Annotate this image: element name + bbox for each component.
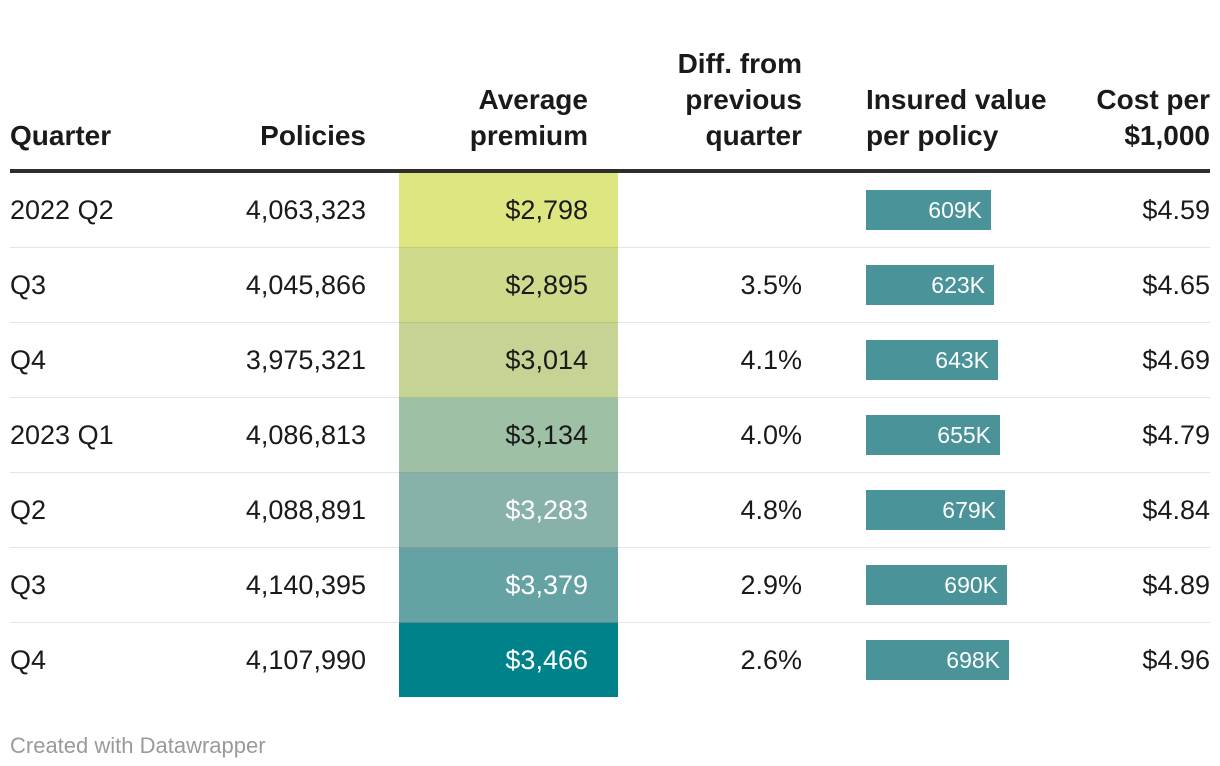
average-premium-heatmap-cell: $2,895	[399, 247, 618, 323]
insured-value-bar: 679K	[866, 490, 1005, 531]
cost-per-1000-cell: $4.79	[1050, 397, 1210, 473]
average-premium-heatmap-cell: $3,283	[399, 472, 618, 548]
table-row: Q3 4,140,395 $3,379 2.9% 690K $4.89	[10, 547, 1210, 623]
insured-value-bar-cell: 643K	[802, 322, 1050, 398]
column-header-quarter: Quarter	[10, 46, 160, 174]
policies-cell: 4,045,866	[160, 247, 399, 323]
diff-from-previous-quarter-cell: 3.5%	[618, 247, 802, 323]
diff-from-previous-quarter-cell	[618, 171, 802, 248]
diff-from-previous-quarter-cell: 4.1%	[618, 322, 802, 398]
insured-value-bar-cell: 655K	[802, 397, 1050, 473]
insured-value-bar: 655K	[866, 415, 1000, 456]
column-header-policies: Policies	[160, 46, 399, 174]
diff-from-previous-quarter-cell: 2.9%	[618, 547, 802, 623]
column-header-cost: Cost per $1,000	[1050, 46, 1210, 174]
table-row: Q2 4,088,891 $3,283 4.8% 679K $4.84	[10, 472, 1210, 548]
cost-per-1000-cell: $4.89	[1050, 547, 1210, 623]
average-premium-heatmap-cell: $3,014	[399, 322, 618, 398]
average-premium-heatmap-cell: $3,134	[399, 397, 618, 473]
table-header: Quarter Policies Average premium Diff. f…	[10, 46, 1210, 174]
table-row: Q4 3,975,321 $3,014 4.1% 643K $4.69	[10, 322, 1210, 398]
insured-value-bar-cell: 698K	[802, 622, 1050, 698]
insured-value-bar-cell: 609K	[802, 171, 1050, 248]
cost-per-1000-cell: $4.65	[1050, 247, 1210, 323]
diff-from-previous-quarter-cell: 2.6%	[618, 622, 802, 698]
insured-value-bar-cell: 690K	[802, 547, 1050, 623]
quarter-cell: Q4	[10, 622, 160, 698]
policies-cell: 4,063,323	[245, 194, 366, 225]
table-row: Q4 4,107,990 $3,466 2.6% 698K $4.96	[10, 622, 1210, 698]
table-row: 2023 Q1 4,086,813 $3,134 4.0% 655K $4.79	[10, 397, 1210, 473]
insured-value-bar: 623K	[866, 265, 994, 306]
average-premium-heatmap-cell: $2,798	[399, 171, 618, 248]
diff-from-previous-quarter-cell: 4.8%	[618, 472, 802, 548]
cost-per-1000-cell: $4.96	[1050, 622, 1210, 698]
insured-value-bar: 609K	[866, 190, 991, 231]
table-body: 2022 Q2 4,063,323 $2,798 609K $4.59 Q3 4,045,8…	[10, 171, 1210, 698]
policies-cell: 3,975,321	[160, 322, 399, 398]
data-table: Quarter Policies Average premium Diff. f…	[10, 46, 1210, 698]
policies-cell: 4,086,813	[160, 397, 399, 473]
column-header-diff: Diff. from previous quarter	[618, 46, 802, 174]
datawrapper-credit: Created with Datawrapper	[10, 733, 266, 759]
policies-cell: 4,140,395	[160, 547, 399, 623]
table-row: 2022 Q2 4,063,323 $2,798 609K $4.59	[10, 171, 1210, 248]
cost-per-1000-cell: $4.69	[1050, 322, 1210, 398]
cost-per-1000-cell: $4.84	[1050, 472, 1210, 548]
insured-value-bar-cell: 679K	[802, 472, 1050, 548]
cost-per-1000-cell: $4.59	[1142, 194, 1210, 225]
header-row: Quarter Policies Average premium Diff. f…	[10, 46, 1210, 174]
quarter-cell: Q3	[10, 547, 160, 623]
policies-cell: 4,088,891	[160, 472, 399, 548]
insured-value-bar: 643K	[866, 340, 998, 381]
average-premium-heatmap-cell: $3,379	[399, 547, 618, 623]
table-wrapper: Quarter Policies Average premium Diff. f…	[10, 46, 1210, 698]
quarter-cell: 2022 Q2	[10, 194, 114, 225]
average-premium-heatmap-cell: $3,466	[399, 622, 618, 698]
column-header-average-premium: Average premium	[399, 46, 618, 174]
insured-value-bar: 698K	[866, 640, 1009, 681]
diff-from-previous-quarter-cell: 4.0%	[618, 397, 802, 473]
table-row: Q3 4,045,866 $2,895 3.5% 623K $4.65	[10, 247, 1210, 323]
quarter-cell: Q4	[10, 322, 160, 398]
insured-value-bar: 690K	[866, 565, 1007, 606]
policies-cell: 4,107,990	[160, 622, 399, 698]
column-header-insured-value: Insured value per policy	[802, 46, 1050, 174]
quarter-cell: Q2	[10, 472, 160, 548]
quarter-cell: 2023 Q1	[10, 397, 160, 473]
quarter-cell: Q3	[10, 247, 160, 323]
insured-value-bar-cell: 623K	[802, 247, 1050, 323]
